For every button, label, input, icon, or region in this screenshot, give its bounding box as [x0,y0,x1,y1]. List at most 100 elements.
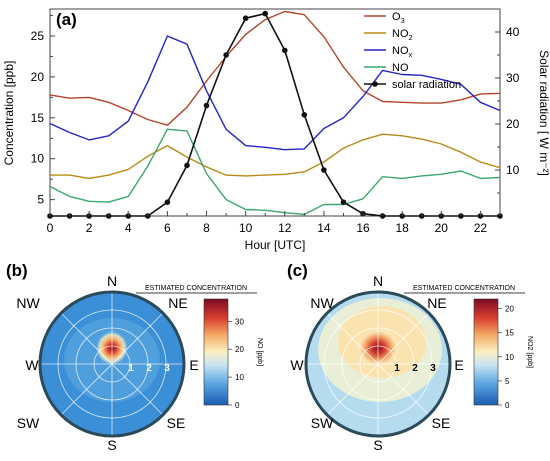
series-line-4 [50,12,500,217]
direction-e: E [454,357,463,373]
direction-s: S [373,437,382,453]
colorbar-title: ESTIMATED CONCENTRATION [413,285,515,292]
colorbar-tick-label: 5 [505,377,510,386]
series-point [164,199,171,205]
series-line-3 [49,128,501,216]
series-point [203,102,210,109]
radial-tick: 1 [128,363,134,374]
x-tick-label: 22 [474,221,488,235]
legend-marker [372,81,378,87]
x-axis-ticks: 0 2 4 6 8 10 12 14 16 18 20 22 [47,211,501,235]
direction-w: W [290,357,304,373]
colorbar-label: NO2 [ppb] [526,336,533,368]
series-line-0 [49,10,501,126]
y2-tick-label: 10 [506,163,520,177]
radial-tick: 1 [394,363,400,374]
x-tick-label: 2 [86,221,93,235]
radial-tick: 2 [146,363,152,374]
direction-sw: SW [17,415,40,431]
direction-ne: NE [168,295,187,311]
colorbar-tick-label: 0 [235,401,240,410]
direction-nw: NW [16,295,40,311]
colorbar-label: NO [ppb] [256,338,263,366]
direction-ne: NE [427,295,446,311]
legend: O3 NO2 NOx NO solar radiation [364,11,461,91]
x-tick-label: 18 [395,221,409,235]
series-point [242,15,249,21]
y-axis-label: Concentration [ppb] [2,61,16,166]
y-axis-ticks: 5 10 15 20 25 [31,15,55,207]
x-tick-label: 8 [203,221,210,235]
x-tick-label: 10 [239,221,253,235]
plot-area [49,8,501,217]
radial-tick: 3 [164,363,170,374]
series-point [184,162,190,169]
direction-sw: SW [311,415,334,431]
x-tick-label: 20 [435,221,449,235]
y-tick-label: 25 [31,29,45,43]
colorbar-tick-label: 10 [505,353,514,362]
x-tick-label: 14 [317,221,331,235]
series-point [262,10,269,17]
x-axis-label: Hour [UTC] [245,238,306,252]
y2-axis-ticks: 10 20 30 40 [495,25,520,194]
y-tick-label: 15 [31,111,45,125]
colorbar-tick-label: 20 [505,305,514,314]
colorbar-tick-label: 10 [235,373,244,382]
direction-s: S [107,437,116,453]
direction-n: N [107,273,117,289]
legend-entry: NO [392,62,409,74]
colorbar-tick-label: 30 [235,317,244,326]
radial-tick: 2 [412,363,418,374]
panel-label: (a) [56,10,77,29]
direction-nw: NW [310,295,334,311]
series-layer [47,10,503,219]
legend-entry: solar radiation [392,79,461,91]
radial-tick: 3 [430,363,436,374]
panel-label: (b) [6,261,28,280]
y2-tick-label: 40 [506,25,520,39]
colorbar-ticks: 0 5 10 15 20 [498,305,514,410]
y-tick-label: 10 [31,152,45,166]
colorbar [203,298,229,406]
legend-entry: NO2 [392,28,413,42]
panel-c-polar-plot: (c) 1 2 3 N NE E SE S SW W NW ESTIMATED … [287,261,533,453]
direction-e: E [189,357,198,373]
polar-border [304,290,452,438]
series-point [301,112,308,118]
series-point [340,199,347,205]
colorbar-tick-label: 20 [235,345,244,354]
y2-tick-label: 20 [506,117,520,131]
spoke [60,312,164,416]
direction-n: N [373,273,383,289]
series-point [223,52,229,58]
x-tick-label: 6 [164,221,171,235]
colorbar-title: ESTIMATED CONCENTRATION [145,285,247,292]
spoke [326,312,430,416]
direction-se: SE [432,415,451,431]
series-line-2 [49,35,501,151]
legend-entry: NOx [392,45,413,59]
panel-a-line-chart: 0 2 4 6 8 10 12 14 16 18 20 22 5 10 15 20 25 10 20 30 40 (… [2,8,550,252]
series-point [282,47,288,54]
colorbar-tick-label: 0 [505,401,510,410]
y2-axis-label: Solar radiation [ W m⁻²] [537,50,550,176]
x-tick-label: 16 [356,221,370,235]
x-tick-label: 12 [278,221,292,235]
panel-b-polar-plot: (b) 1 2 3 N NE E SE S SW W NW ESTIMATED … [6,261,263,453]
direction-w: W [25,357,39,373]
direction-se: SE [167,415,186,431]
colorbar-ticks: 0 10 20 30 [228,317,244,410]
polar-border [38,290,186,438]
x-tick-label: 4 [125,221,132,235]
legend-entry: O3 [392,11,405,25]
y2-tick-label: 30 [506,71,520,85]
series-line-1 [50,133,501,180]
series-point [321,167,327,173]
x-tick-label: 0 [47,221,54,235]
colorbar-tick-label: 15 [505,329,514,338]
y-tick-label: 20 [31,70,45,84]
colorbar [473,298,499,406]
panel-label: (c) [287,261,308,280]
